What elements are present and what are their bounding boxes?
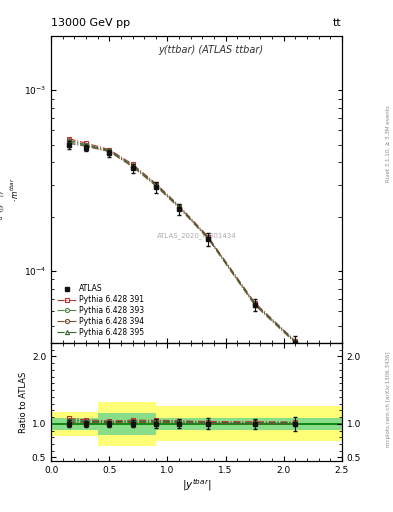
Pythia 6.428 395 [206, 234, 211, 241]
Pythia 6.428 391 [153, 180, 158, 186]
Pythia 6.428 394 [153, 183, 158, 189]
Pythia 6.428 391 [84, 140, 88, 146]
Pythia 6.428 393 [84, 142, 88, 148]
Pythia 6.428 395 [130, 162, 135, 168]
Pythia 6.428 393 [66, 139, 71, 145]
Pythia 6.428 391 [206, 233, 211, 240]
Line: Pythia 6.428 391: Pythia 6.428 391 [66, 137, 298, 343]
Pythia 6.428 393 [177, 204, 182, 210]
Pythia 6.428 393 [130, 163, 135, 169]
Line: Pythia 6.428 394: Pythia 6.428 394 [66, 141, 298, 345]
Line: Pythia 6.428 395: Pythia 6.428 395 [66, 138, 298, 344]
Pythia 6.428 394 [206, 236, 211, 242]
Pythia 6.428 395 [107, 147, 112, 154]
Legend: ATLAS, Pythia 6.428 391, Pythia 6.428 393, Pythia 6.428 394, Pythia 6.428 395: ATLAS, Pythia 6.428 391, Pythia 6.428 39… [55, 282, 147, 339]
Pythia 6.428 395 [177, 203, 182, 209]
Pythia 6.428 391 [177, 203, 182, 209]
Text: ATLAS_2020_I1801434: ATLAS_2020_I1801434 [157, 232, 236, 239]
Text: Rivet 3.1.10, ≥ 3.3M events: Rivet 3.1.10, ≥ 3.3M events [386, 105, 391, 182]
Text: mcplots.cern.ch [arXiv:1306.3436]: mcplots.cern.ch [arXiv:1306.3436] [386, 352, 391, 447]
Pythia 6.428 391 [293, 338, 298, 344]
Pythia 6.428 394 [84, 143, 88, 150]
Text: 13000 GeV pp: 13000 GeV pp [51, 18, 130, 28]
Pythia 6.428 391 [252, 300, 257, 306]
Pythia 6.428 395 [84, 142, 88, 148]
Text: y(ttbar) (ATLAS ttbar): y(ttbar) (ATLAS ttbar) [158, 45, 264, 55]
Pythia 6.428 393 [293, 339, 298, 345]
Pythia 6.428 394 [130, 164, 135, 170]
Pythia 6.428 395 [293, 338, 298, 345]
Pythia 6.428 395 [66, 137, 71, 143]
Y-axis label: $\frac{1}{\sigma_0}\frac{d^2\sigma^{nd}}{d^2\{|y^{tbar}|\}}\}$ [1/GeV]
$\cdot\,m: $\frac{1}{\sigma_0}\frac{d^2\sigma^{nd}}… [0, 153, 21, 226]
Pythia 6.428 394 [252, 302, 257, 308]
Text: tt: tt [333, 18, 342, 28]
Pythia 6.428 391 [130, 161, 135, 167]
Pythia 6.428 394 [66, 140, 71, 146]
Pythia 6.428 393 [206, 235, 211, 241]
Pythia 6.428 391 [66, 136, 71, 142]
Pythia 6.428 395 [153, 181, 158, 187]
Pythia 6.428 393 [153, 182, 158, 188]
Pythia 6.428 391 [107, 146, 112, 153]
X-axis label: $|y^{tbar}|$: $|y^{tbar}|$ [182, 477, 211, 493]
Pythia 6.428 393 [107, 148, 112, 154]
Pythia 6.428 394 [177, 205, 182, 211]
Pythia 6.428 395 [252, 301, 257, 307]
Pythia 6.428 394 [293, 340, 298, 346]
Pythia 6.428 394 [107, 148, 112, 155]
Y-axis label: Ratio to ATLAS: Ratio to ATLAS [19, 371, 28, 433]
Pythia 6.428 393 [252, 301, 257, 307]
Line: Pythia 6.428 393: Pythia 6.428 393 [66, 140, 298, 344]
